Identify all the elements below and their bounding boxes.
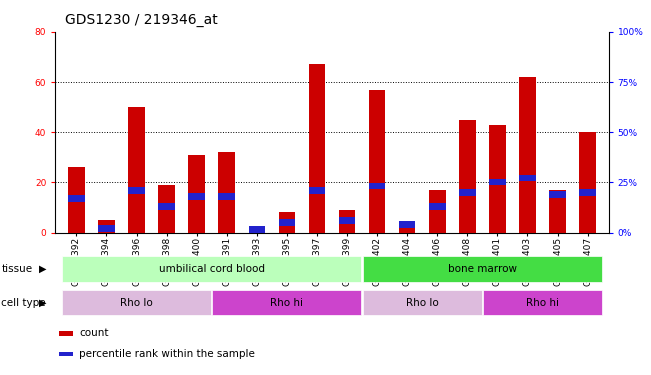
Bar	[98, 225, 115, 232]
Bar	[429, 190, 445, 232]
Text: Rho hi: Rho hi	[526, 298, 559, 308]
Bar	[489, 179, 506, 186]
Text: ▶: ▶	[39, 298, 47, 308]
Bar	[579, 132, 596, 232]
Bar	[68, 195, 85, 201]
Text: cell type: cell type	[1, 298, 46, 308]
Bar	[369, 90, 385, 232]
Bar	[249, 228, 265, 232]
Bar	[62, 290, 211, 315]
Bar	[188, 193, 205, 200]
Bar	[212, 290, 361, 315]
Text: count: count	[79, 328, 109, 338]
Bar	[158, 203, 175, 210]
Bar	[339, 217, 355, 223]
Bar	[369, 183, 385, 189]
Bar	[579, 189, 596, 195]
Text: Rho hi: Rho hi	[270, 298, 303, 308]
Bar	[309, 64, 326, 232]
Bar	[279, 212, 295, 232]
Bar	[459, 189, 476, 195]
Bar	[363, 290, 482, 315]
Text: bone marrow: bone marrow	[448, 264, 517, 274]
Bar	[339, 210, 355, 232]
Bar	[98, 220, 115, 232]
Bar	[489, 124, 506, 232]
Text: umbilical cord blood: umbilical cord blood	[159, 264, 265, 274]
Bar	[279, 219, 295, 226]
Bar	[399, 221, 415, 228]
Bar	[519, 77, 536, 232]
Bar	[249, 226, 265, 232]
Bar	[363, 256, 602, 282]
Bar	[459, 120, 476, 232]
Bar	[59, 352, 73, 356]
Bar	[219, 193, 235, 200]
Bar	[158, 185, 175, 232]
Bar	[399, 222, 415, 232]
Bar	[549, 191, 566, 198]
Text: Rho lo: Rho lo	[120, 298, 153, 308]
Text: GDS1230 / 219346_at: GDS1230 / 219346_at	[65, 13, 218, 27]
Bar	[219, 152, 235, 232]
Bar	[68, 167, 85, 232]
Bar	[549, 190, 566, 232]
Text: percentile rank within the sample: percentile rank within the sample	[79, 349, 255, 359]
Bar	[429, 203, 445, 210]
Bar	[519, 175, 536, 181]
Bar	[188, 155, 205, 232]
Bar	[62, 256, 361, 282]
Text: tissue: tissue	[1, 264, 33, 274]
Text: Rho lo: Rho lo	[406, 298, 439, 308]
Text: ▶: ▶	[39, 264, 47, 274]
Bar	[128, 107, 145, 232]
Bar	[483, 290, 602, 315]
Bar	[309, 187, 326, 194]
Bar	[59, 331, 73, 336]
Bar	[128, 187, 145, 194]
